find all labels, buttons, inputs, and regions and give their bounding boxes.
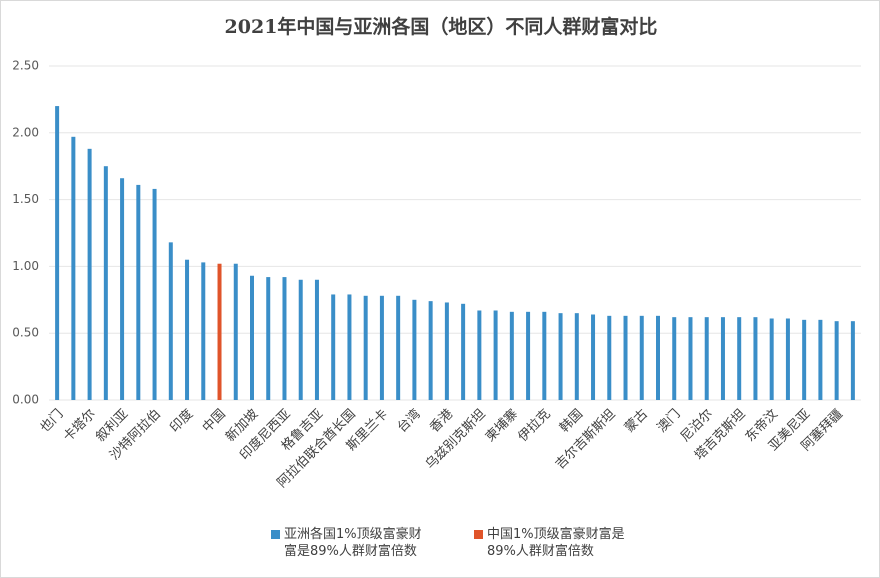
x-tick-label: 台湾 [394, 406, 424, 436]
legend: 亚洲各国1%顶级富豪财富是89%人群财富倍数 中国1%顶级富豪财富是89%人群财富… [271, 526, 637, 560]
bar [136, 184, 141, 400]
legend-swatch [474, 530, 483, 539]
x-tick-label: 中国 [200, 407, 229, 436]
bar [574, 313, 579, 400]
bar [656, 315, 660, 400]
y-tick-label: 2.50 [12, 59, 39, 73]
bar [623, 315, 628, 400]
bar [477, 310, 482, 400]
bar [591, 314, 596, 400]
legend-label: 中国1%顶级富豪财富是89%人群财富倍数 [487, 527, 625, 559]
bar [639, 315, 644, 400]
y-tick-label: 1.50 [12, 192, 39, 206]
bar [103, 166, 108, 400]
bar [542, 311, 547, 400]
bar [412, 299, 417, 400]
x-tick-label: 乌兹别克斯坦 [422, 406, 488, 472]
bar [168, 242, 173, 400]
x-tick-label: 香港 [427, 407, 456, 436]
legend-item: 亚洲各国1%顶级富豪财富是89%人群财富倍数 [271, 526, 434, 560]
chart: 2021年中国与亚洲各国（地区）不同人群财富对比 0.00 0.50 1.00 1.5… [12, 15, 861, 491]
y-tick-label: 2.00 [12, 125, 39, 139]
bar [461, 303, 466, 400]
x-tick-label: 蒙古 [622, 407, 651, 436]
bar [704, 317, 709, 400]
bar [509, 311, 514, 400]
chart-title: 2021年中国与亚洲各国（地区）不同人群财富对比 [225, 15, 658, 38]
x-tick-label: 柬埔寨 [482, 406, 521, 445]
bar [802, 319, 807, 400]
bar [298, 279, 303, 400]
x-tick-label: 也门 [37, 407, 66, 436]
x-tick-label: 澳门 [654, 406, 684, 436]
bar [347, 294, 352, 400]
bar [201, 262, 206, 400]
bar [607, 315, 612, 400]
bar [493, 310, 498, 400]
bar [526, 311, 531, 400]
bar [834, 321, 839, 400]
bar [850, 321, 855, 400]
bar [217, 263, 222, 400]
bar [266, 277, 271, 400]
bar [379, 295, 384, 400]
x-tick-label: 韩国 [557, 407, 586, 436]
x-tick-label: 吉尔吉斯斯坦 [553, 407, 619, 473]
legend-swatch [271, 530, 280, 539]
y-tick-label: 0.50 [12, 326, 39, 340]
bar [152, 188, 157, 400]
bar [720, 317, 725, 400]
bar [363, 295, 368, 400]
bar [396, 295, 401, 400]
bar [753, 317, 758, 400]
bar [769, 318, 774, 400]
bar [87, 148, 92, 400]
legend-item: 中国1%顶级富豪财富是89%人群财富倍数 [474, 526, 637, 560]
legend-label: 亚洲各国1%顶级富豪财富是89%人群财富倍数 [284, 527, 422, 559]
bar [71, 136, 76, 401]
bar [444, 302, 449, 400]
bar [55, 106, 60, 400]
bar [120, 178, 125, 400]
bar [785, 318, 790, 400]
bar [185, 259, 190, 400]
y-tick-label: 1.00 [12, 259, 39, 273]
bar [428, 301, 433, 400]
x-tick-label: 伊拉克 [515, 407, 553, 445]
bar [331, 294, 336, 400]
bar [737, 317, 742, 400]
x-tick-label: 印度 [167, 406, 197, 436]
y-tick-label: 0.00 [12, 393, 39, 407]
bar [314, 279, 319, 400]
bar [233, 263, 238, 400]
bar [688, 317, 693, 400]
bar [558, 313, 563, 400]
bar [250, 275, 254, 400]
x-tick-label: 卡塔尔 [61, 407, 99, 445]
bar [672, 317, 677, 400]
bar [818, 319, 823, 400]
bar [282, 277, 287, 400]
